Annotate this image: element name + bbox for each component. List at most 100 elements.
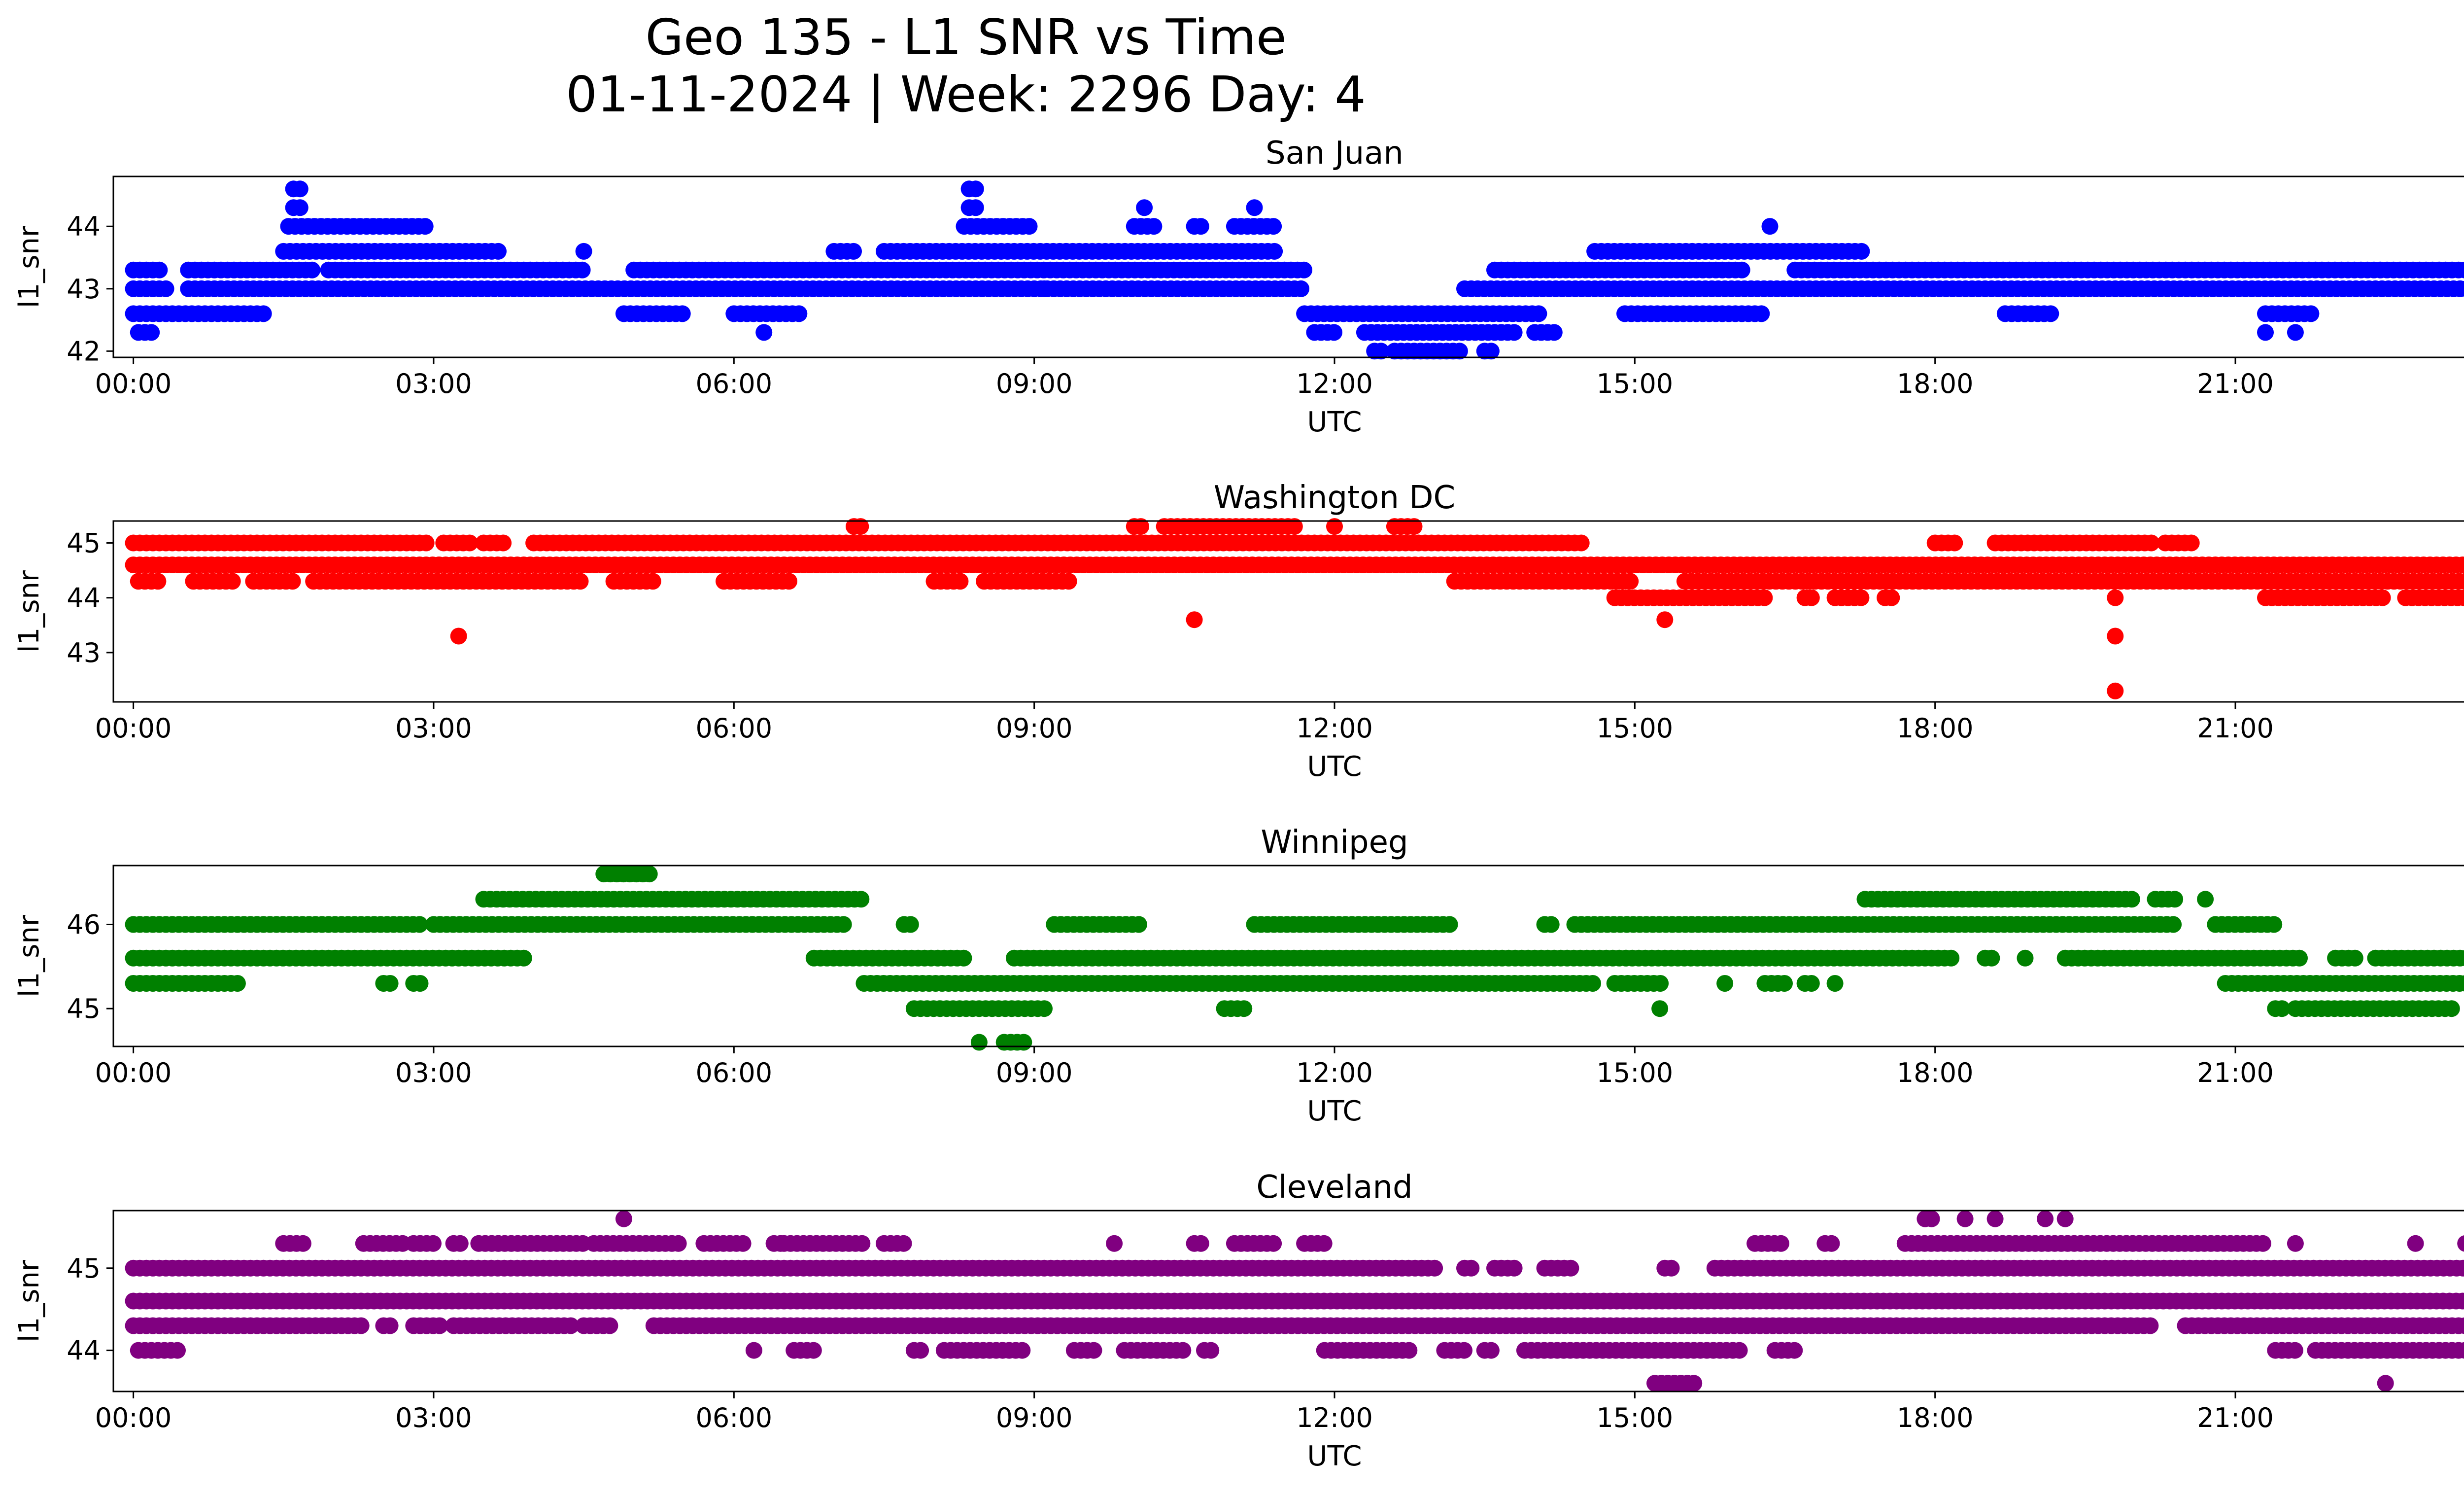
data-point bbox=[1463, 1259, 1480, 1277]
data-point bbox=[352, 1317, 370, 1334]
data-point bbox=[967, 199, 984, 216]
x-axis-label: UTC bbox=[1307, 406, 1362, 438]
x-tick-label: 06:00 bbox=[695, 1402, 772, 1433]
data-point bbox=[2107, 627, 2124, 645]
data-point bbox=[1651, 1000, 1669, 1017]
data-point bbox=[1014, 1342, 1031, 1359]
data-point bbox=[1786, 1342, 1803, 1359]
y-tick-label: 45 bbox=[67, 1253, 101, 1284]
data-point bbox=[1716, 975, 1734, 992]
data-point bbox=[1803, 975, 1820, 992]
data-point bbox=[2456, 589, 2464, 606]
data-point bbox=[417, 534, 435, 552]
x-tick-label: 12:00 bbox=[1296, 1057, 1373, 1088]
data-point bbox=[1826, 975, 1844, 992]
x-tick-label: 18:00 bbox=[1897, 368, 1974, 399]
data-point bbox=[1803, 589, 1820, 606]
data-point bbox=[2254, 1235, 2271, 1252]
data-point bbox=[970, 1034, 988, 1051]
data-point bbox=[1106, 1235, 1123, 1252]
data-point bbox=[1545, 324, 1563, 341]
data-point bbox=[967, 180, 984, 198]
x-tick-label: 09:00 bbox=[996, 1402, 1073, 1433]
data-point bbox=[805, 1342, 822, 1359]
data-point bbox=[644, 573, 661, 590]
data-point bbox=[781, 573, 797, 590]
data-point bbox=[1426, 1259, 1443, 1277]
data-point bbox=[381, 975, 399, 992]
data-series bbox=[125, 180, 2464, 360]
data-point bbox=[952, 573, 969, 590]
data-series bbox=[125, 1210, 2464, 1392]
data-point bbox=[2037, 1210, 2054, 1227]
data-point bbox=[1562, 1259, 1579, 1277]
x-tick-label: 00:00 bbox=[95, 368, 172, 399]
data-point bbox=[1326, 518, 1343, 535]
data-point bbox=[2462, 592, 2464, 603]
data-series bbox=[125, 866, 2464, 1051]
data-point bbox=[1174, 1342, 1192, 1359]
data-point bbox=[2454, 1292, 2464, 1310]
data-point bbox=[1145, 218, 1163, 235]
data-point bbox=[1883, 589, 1900, 606]
data-point bbox=[1015, 1034, 1032, 1051]
data-point bbox=[1852, 589, 1870, 606]
data-point bbox=[2461, 1262, 2464, 1275]
x-tick-label: 21:00 bbox=[2197, 713, 2274, 744]
data-point bbox=[1451, 343, 1468, 360]
x-tick-label: 21:00 bbox=[2197, 368, 2274, 399]
x-tick-label: 15:00 bbox=[1597, 1402, 1674, 1433]
panel-0: San Juan 00:00 03:00 06:00 09:00 12:00 15:00 18… bbox=[13, 135, 2464, 438]
data-point bbox=[2017, 949, 2034, 967]
y-tick-label: 43 bbox=[67, 274, 101, 305]
data-point bbox=[1482, 343, 1500, 360]
data-point bbox=[1733, 261, 1750, 278]
data-point bbox=[1202, 1342, 1220, 1359]
data-point bbox=[1943, 949, 1960, 967]
data-point bbox=[575, 243, 592, 260]
data-point bbox=[416, 218, 434, 235]
data-point bbox=[294, 1235, 311, 1252]
data-point bbox=[2457, 1317, 2464, 1334]
data-point bbox=[2458, 950, 2464, 966]
data-point bbox=[1036, 280, 1053, 297]
data-point bbox=[2454, 556, 2464, 573]
data-point bbox=[1731, 1342, 1748, 1359]
data-series bbox=[125, 518, 2464, 699]
x-tick-label: 15:00 bbox=[1597, 713, 1674, 744]
data-point bbox=[955, 949, 972, 967]
data-point bbox=[745, 1342, 762, 1359]
y-tick-label: 44 bbox=[67, 1335, 101, 1366]
x-tick-label: 18:00 bbox=[1897, 1402, 1974, 1433]
data-point bbox=[2461, 1294, 2464, 1308]
x-tick-label: 00:00 bbox=[95, 1057, 172, 1088]
subplot-panels: San Juan 00:00 03:00 06:00 09:00 12:00 15:00 18… bbox=[13, 135, 2464, 1472]
data-point bbox=[895, 1235, 912, 1252]
data-point bbox=[411, 916, 428, 933]
data-point bbox=[1192, 218, 1209, 235]
data-point bbox=[641, 866, 658, 883]
data-point bbox=[852, 518, 869, 535]
data-point bbox=[1584, 975, 1601, 992]
data-point bbox=[2286, 1342, 2303, 1359]
x-tick-label: 12:00 bbox=[1296, 1402, 1373, 1433]
data-point bbox=[615, 1210, 632, 1227]
data-point bbox=[1315, 1235, 1333, 1252]
data-point bbox=[450, 627, 467, 645]
data-point bbox=[2142, 1317, 2159, 1334]
data-point bbox=[1652, 975, 1669, 992]
data-point bbox=[2377, 1375, 2394, 1392]
x-tick-label: 03:00 bbox=[395, 1057, 472, 1088]
data-point bbox=[1326, 324, 1342, 341]
data-point bbox=[2458, 280, 2464, 297]
data-point bbox=[1506, 324, 1523, 341]
data-point bbox=[2457, 1342, 2464, 1359]
data-point bbox=[1130, 916, 1147, 933]
data-point bbox=[1085, 1342, 1102, 1359]
data-point bbox=[734, 1235, 752, 1252]
data-point bbox=[1756, 589, 1773, 606]
data-point bbox=[1622, 573, 1639, 590]
data-point bbox=[381, 1317, 399, 1334]
data-point bbox=[790, 305, 808, 322]
x-axis-label: UTC bbox=[1307, 1440, 1362, 1472]
